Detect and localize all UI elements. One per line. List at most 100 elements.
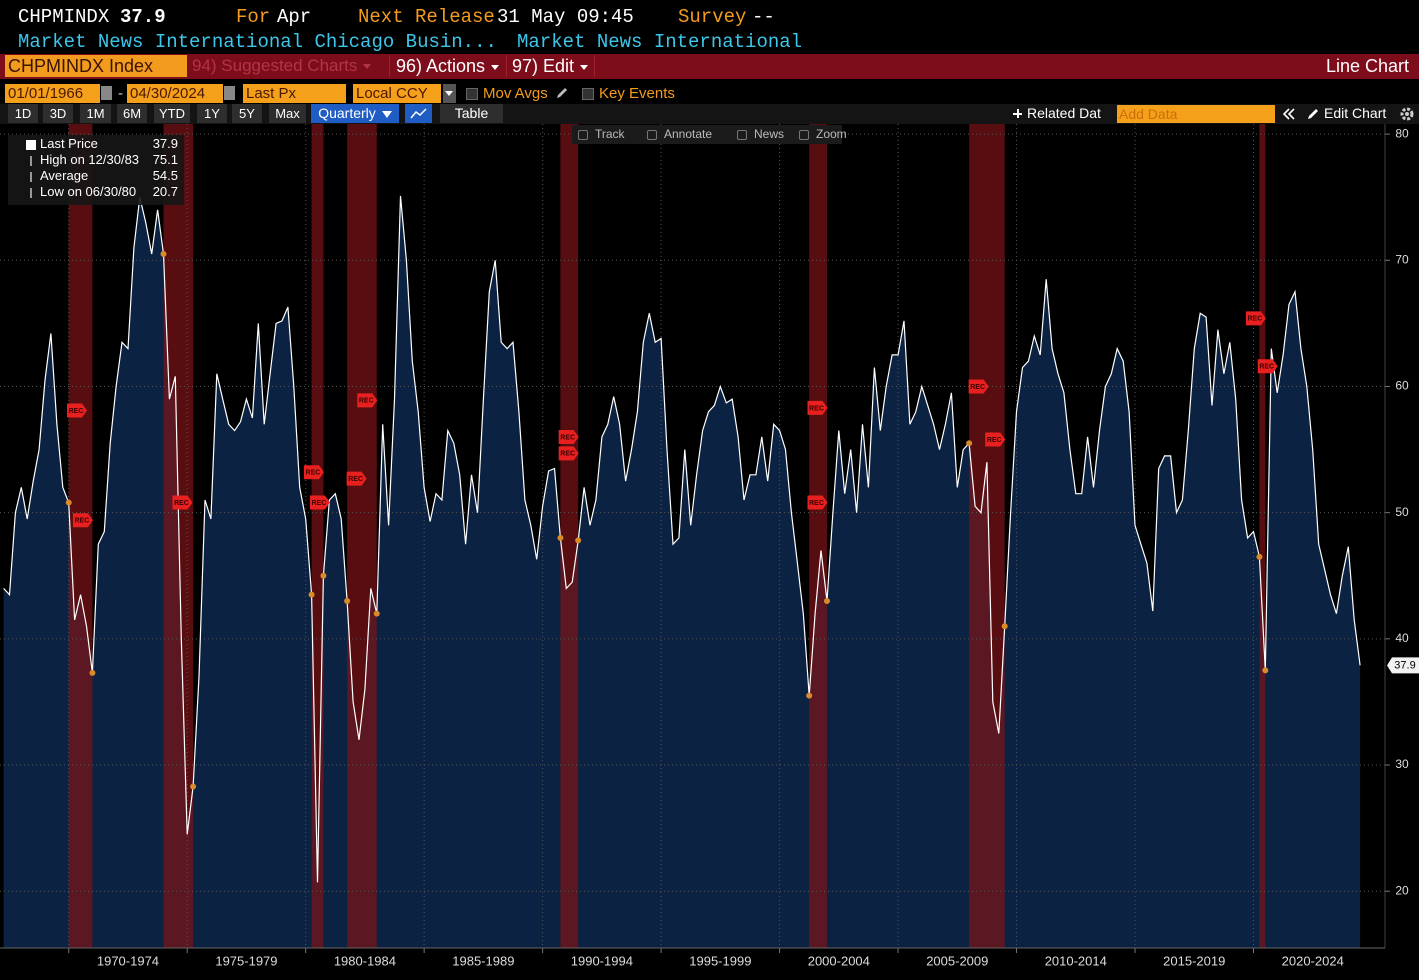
event-dot (190, 783, 197, 790)
period-button[interactable]: 1Y (197, 104, 227, 123)
chart-tool[interactable]: Track (578, 125, 625, 144)
event-dot (65, 499, 72, 506)
suggested-charts[interactable]: 94) Suggested Charts (192, 55, 390, 77)
event-label: REC (1247, 316, 1262, 323)
actions-text: 96) Actions (396, 56, 486, 76)
period-button[interactable]: 3D (43, 104, 73, 123)
related-text: Related Dat (1027, 105, 1101, 121)
event-marker: REC (985, 432, 1006, 447)
period-button[interactable]: 1M (80, 104, 111, 123)
dropdown-arrow (580, 64, 589, 70)
actions-menu[interactable]: 96) Actions (396, 55, 507, 77)
recession-band (163, 124, 194, 948)
event-dot (806, 692, 813, 699)
legend-label: Average (40, 168, 89, 183)
tool-icon (647, 129, 657, 140)
event-flag (303, 465, 324, 480)
event-flag (558, 446, 579, 461)
calendar-icon[interactable] (101, 86, 112, 100)
event-marker: REC (303, 465, 324, 480)
event-dot (89, 669, 96, 676)
pencil-icon[interactable] (555, 86, 569, 100)
chart-type: Line Chart (1325, 56, 1409, 76)
x-tick-label: 2000-2004 (808, 953, 870, 968)
calendar-icon[interactable] (224, 86, 235, 100)
event-marker: REC (67, 403, 88, 418)
x-tick-label: 2010-2014 (1045, 953, 1107, 968)
next-release-value: 31 May 09:45 (497, 6, 634, 28)
period-button[interactable]: 6M (117, 104, 147, 123)
area (3, 195, 1361, 948)
legend-value: 75.1 (152, 152, 178, 167)
event-flag (1257, 359, 1278, 374)
event-dot (1001, 623, 1008, 630)
table-button[interactable]: Table (440, 104, 503, 123)
x-tick-label: 2015-2019 (1163, 953, 1225, 968)
end-date[interactable]: 04/30/2024 (127, 84, 223, 103)
event-dot (373, 610, 380, 617)
event-label: REC (809, 500, 824, 507)
period-button[interactable]: YTD (154, 104, 190, 123)
chart-tool[interactable]: News (737, 125, 784, 144)
event-marker: REC (558, 429, 579, 444)
settings-icon[interactable] (1399, 106, 1415, 122)
related-data[interactable]: Related Dat (1013, 104, 1108, 123)
currency-dropdown[interactable] (443, 84, 456, 103)
currency-select[interactable]: Local CCY (353, 84, 441, 103)
tool-label: Track (595, 127, 625, 141)
event-flag (985, 432, 1006, 447)
event-dot (1262, 667, 1269, 674)
add-data-input[interactable]: Add Data (1117, 105, 1275, 123)
event-flag (67, 403, 88, 418)
last-value: 37.9 (120, 6, 166, 28)
tool-icon (578, 129, 588, 140)
edit-menu[interactable]: 97) Edit (512, 55, 595, 77)
dropdown-arrow (445, 91, 453, 96)
tool-label: Annotate (664, 127, 713, 141)
for-value: Apr (277, 6, 312, 28)
x-tick-label: 1990-1994 (571, 953, 633, 968)
event-flag (807, 400, 828, 415)
start-date[interactable]: 01/01/1966 (5, 84, 100, 103)
event-marker: REC (346, 471, 367, 486)
legend-icon (30, 172, 32, 182)
event-flag (558, 429, 579, 444)
collapse-icon[interactable] (1282, 107, 1296, 121)
x-tick-label: 2005-2009 (926, 953, 988, 968)
line (3, 195, 1361, 883)
period-button[interactable]: 5Y (232, 104, 262, 123)
key-events-checkbox[interactable] (582, 88, 594, 100)
chart-style-button[interactable] (405, 104, 432, 123)
legend-value: 54.5 (152, 168, 178, 183)
last-value-label: 37.9 (1394, 660, 1415, 672)
edit-chart[interactable]: Edit Chart (1324, 105, 1387, 121)
event-marker: REC (357, 393, 378, 408)
next-release-label: Next Release (358, 6, 495, 28)
x-tick-label: 1970-1974 (97, 953, 159, 968)
event-dot (320, 572, 327, 579)
menu-bar (0, 54, 1419, 79)
period-button[interactable]: Max (269, 104, 306, 123)
period-button[interactable]: 1D (8, 104, 38, 123)
mov-avgs-checkbox[interactable] (466, 88, 478, 100)
chart-tools: Track Annotate News Zoom (572, 125, 847, 144)
event-label: REC (970, 384, 985, 391)
event-marker: REC (309, 495, 330, 510)
key-events-label: Key Events (599, 85, 675, 102)
frequency-select[interactable]: Quarterly (311, 104, 399, 123)
chart-tool[interactable]: Annotate (647, 125, 712, 144)
pencil-icon (1308, 109, 1318, 119)
chart-tool[interactable]: Zoom (799, 125, 847, 144)
event-dot (575, 537, 582, 544)
event-marker: REC (558, 446, 579, 461)
event-marker: REC (807, 495, 828, 510)
event-flag (346, 471, 367, 486)
event-label: REC (809, 405, 824, 412)
event-label: REC (69, 408, 84, 415)
security-input[interactable]: CHPMINDX Index (5, 55, 187, 77)
legend-value: 20.7 (152, 184, 178, 199)
field-select[interactable]: Last Px (243, 84, 346, 103)
y-tick-label: 20 (1395, 883, 1409, 897)
event-marker: REC (72, 513, 93, 528)
